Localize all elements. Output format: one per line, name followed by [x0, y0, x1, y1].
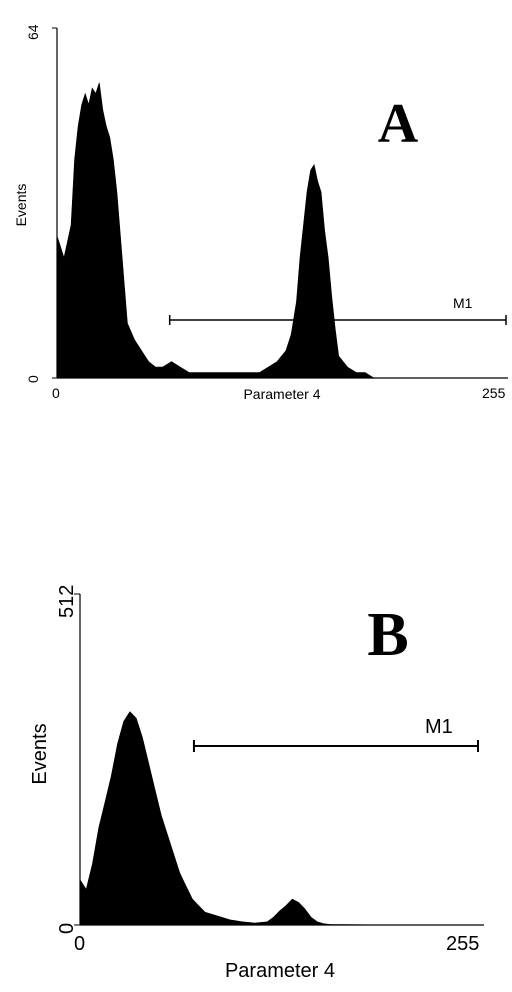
panel-b-y-axis-label: Events [29, 723, 51, 784]
panel-b-x-max-tick-label: 255 [446, 933, 479, 955]
panel-a-m1-marker: M1 [168, 295, 507, 325]
panel-a-y-axis-label: Events [13, 184, 29, 227]
panel-a-x-max-tick-label: 255 [482, 385, 506, 401]
panel-a-y-min-tick-label: 0 [25, 375, 41, 383]
panel-a-y-max-tick-label: 64 [25, 24, 41, 40]
panel-b-x-axis-label: Parameter 4 [225, 960, 335, 982]
panel-a-letter: A [378, 93, 419, 155]
panel-b-m1-label: M1 [425, 716, 453, 738]
panel-b-y-max-tick-label: 512 [56, 585, 78, 618]
panel-b-x-min-tick-label: 0 [74, 933, 85, 955]
panel-a-x-min-tick-label: 0 [52, 385, 60, 401]
panel-b-letter: B [367, 601, 408, 669]
panel-b-y-min-tick-label: 0 [56, 923, 78, 934]
panel-a-x-axis-label: Parameter 4 [243, 386, 320, 402]
panel-a-histogram-area [56, 82, 506, 379]
panel-b: 512 0 0 255 Parameter 4 Events B M1 [29, 585, 484, 982]
panel-a-m1-label: M1 [453, 295, 473, 311]
panel-b-histogram-area [79, 711, 478, 926]
panel-a: 64 0 0 255 Parameter 4 Events A M1 [13, 24, 508, 402]
panel-b-m1-marker: M1 [192, 716, 479, 752]
